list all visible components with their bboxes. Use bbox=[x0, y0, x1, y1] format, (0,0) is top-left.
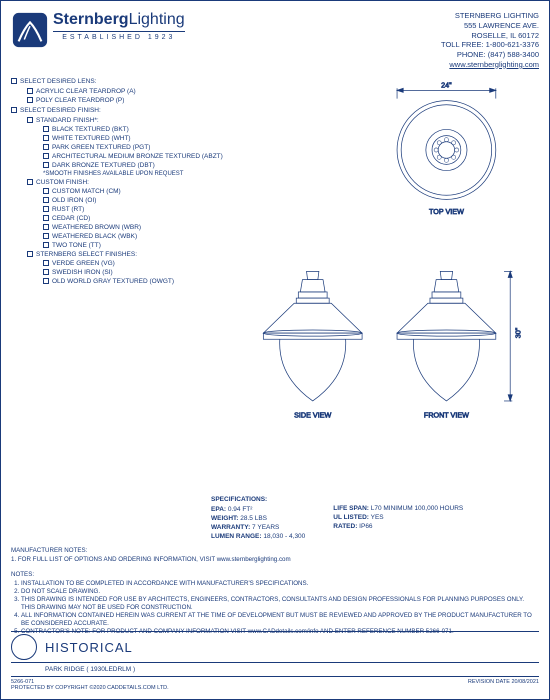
finish-option[interactable]: WEATHERED BLACK (WBK) bbox=[43, 233, 251, 240]
company-url[interactable]: www.sternberglighting.com bbox=[449, 60, 539, 69]
svg-text:24": 24" bbox=[441, 80, 452, 89]
finish-note: *SMOOTH FINISHES AVAILABLE UPON REQUEST bbox=[43, 171, 251, 177]
finish-option[interactable]: RUST (RT) bbox=[43, 206, 251, 213]
finish-option[interactable]: OLD IRON (OI) bbox=[43, 197, 251, 204]
drawings-column: 24" TOP VIEW SIDE VIEW bbox=[251, 78, 539, 491]
category-title: HISTORICAL bbox=[45, 640, 133, 655]
standard-finish-group[interactable]: STANDARD FINISH*: bbox=[27, 117, 251, 124]
lens-option[interactable]: ACRYLIC CLEAR TEARDROP (A) bbox=[27, 88, 251, 95]
revision-date: REVISION DATE 20/08/2021 bbox=[468, 679, 539, 691]
finish-option[interactable]: OLD WORLD GRAY TEXTURED (OWGT) bbox=[43, 278, 251, 285]
logo-text: SternbergLighting bbox=[53, 11, 185, 29]
copyright: PROTECTED BY COPYRIGHT ©2020 CADDETAILS.… bbox=[11, 685, 169, 691]
general-notes: NOTES: INSTALLATION TO BE COMPLETED IN A… bbox=[11, 571, 539, 637]
product-name: PARK RIDGE ( 1930LEDRLM ) bbox=[45, 666, 135, 673]
note-item: INSTALLATION TO BE COMPLETED IN ACCORDAN… bbox=[21, 580, 539, 588]
established: ESTABLISHED 1923 bbox=[53, 31, 185, 41]
finish-option[interactable]: WEATHERED BROWN (WBR) bbox=[43, 224, 251, 231]
svg-text:30": 30" bbox=[513, 327, 522, 338]
note-item: DO NOT SCALE DRAWING. bbox=[21, 588, 539, 596]
technical-drawings: 24" TOP VIEW SIDE VIEW bbox=[251, 78, 539, 489]
finish-option[interactable]: CUSTOM MATCH (CM) bbox=[43, 188, 251, 195]
logo-icon bbox=[11, 11, 49, 49]
north-icon bbox=[11, 634, 37, 660]
finish-header: SELECT DESIRED FINISH: bbox=[11, 107, 251, 114]
company-address: STERNBERG LIGHTING 555 LAWRENCE AVE. ROS… bbox=[441, 11, 539, 70]
finish-option[interactable]: BLACK TEXTURED (BKT) bbox=[43, 126, 251, 133]
options-column: SELECT DESIRED LENS: ACRYLIC CLEAR TEARD… bbox=[11, 78, 251, 491]
select-finish-group[interactable]: STERNBERG SELECT FINISHES: bbox=[27, 251, 251, 258]
finish-option[interactable]: CEDAR (CD) bbox=[43, 215, 251, 222]
specifications: SPECIFICATIONS: EPA: 0.94 FT² WEIGHT: 28… bbox=[211, 495, 539, 541]
lens-header: SELECT DESIRED LENS: bbox=[11, 78, 251, 85]
finish-option[interactable]: WHITE TEXTURED (WHT) bbox=[43, 135, 251, 142]
finish-option[interactable]: SWEDISH IRON (SI) bbox=[43, 269, 251, 276]
note-item: ALL INFORMATION CONTAINED HEREIN WAS CUR… bbox=[21, 612, 539, 628]
svg-text:FRONT VIEW: FRONT VIEW bbox=[424, 410, 469, 419]
finish-option[interactable]: VERDE GREEN (VG) bbox=[43, 260, 251, 267]
finish-option[interactable]: PARK GREEN TEXTURED (PGT) bbox=[43, 144, 251, 151]
title-block: HISTORICAL PARK RIDGE ( 1930LEDRLM ) 526… bbox=[11, 631, 539, 691]
finish-option[interactable]: ARCHITECTURAL MEDIUM BRONZE TEXTURED (AB… bbox=[43, 153, 251, 160]
logo: SternbergLighting ESTABLISHED 1923 bbox=[11, 11, 185, 70]
specs-title: SPECIFICATIONS: bbox=[211, 495, 305, 504]
svg-text:TOP VIEW: TOP VIEW bbox=[429, 206, 464, 215]
lens-option[interactable]: POLY CLEAR TEARDROP (P) bbox=[27, 97, 251, 104]
manufacturer-notes: MANUFACTURER NOTES: 1. FOR FULL LIST OF … bbox=[11, 547, 539, 564]
finish-option[interactable]: TWO TONE (TT) bbox=[43, 242, 251, 249]
note-item: THIS DRAWING IS INTENDED FOR USE BY ARCH… bbox=[21, 596, 539, 612]
custom-finish-group[interactable]: CUSTOM FINISH: bbox=[27, 179, 251, 186]
finish-option[interactable]: DARK BRONZE TEXTURED (DBT) bbox=[43, 162, 251, 169]
svg-text:SIDE VIEW: SIDE VIEW bbox=[294, 410, 331, 419]
